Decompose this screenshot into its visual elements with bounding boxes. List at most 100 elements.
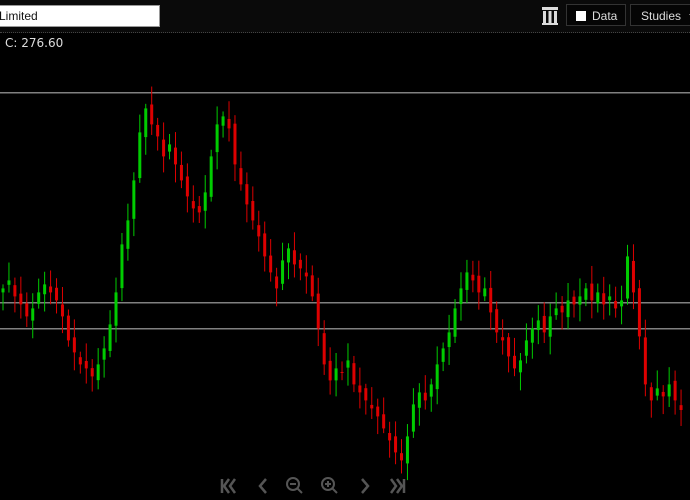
prev-button[interactable] <box>253 476 273 498</box>
candle <box>495 301 499 343</box>
candle <box>292 232 296 278</box>
next-button[interactable] <box>355 476 375 498</box>
candle <box>530 317 534 359</box>
candle <box>251 186 255 230</box>
zoom-in-icon <box>321 477 338 494</box>
candle <box>536 305 540 345</box>
candle <box>162 122 166 173</box>
candle <box>138 114 142 183</box>
candle <box>429 378 433 412</box>
candle <box>43 271 47 312</box>
candle <box>518 353 522 391</box>
candle <box>590 265 594 319</box>
last-page-button[interactable] <box>387 476 407 498</box>
data-toggle-button[interactable]: Data <box>566 4 626 26</box>
candle <box>322 320 326 375</box>
candle <box>239 151 243 191</box>
candle <box>542 302 546 343</box>
candle <box>649 382 653 418</box>
candle <box>334 352 338 397</box>
candle <box>423 375 427 410</box>
candle <box>179 151 183 189</box>
candle <box>19 276 23 319</box>
candle <box>49 270 53 305</box>
candle <box>263 221 267 272</box>
zoom-out-button[interactable] <box>285 476 305 498</box>
candle <box>1 284 5 311</box>
candle <box>477 260 481 310</box>
candle <box>197 196 201 223</box>
candle <box>620 285 624 325</box>
candle <box>227 101 231 142</box>
candle <box>275 267 279 307</box>
candle <box>405 424 409 481</box>
candle <box>150 86 154 135</box>
candle <box>435 346 439 405</box>
candle <box>209 149 213 202</box>
candle <box>13 277 17 313</box>
candle <box>310 265 314 302</box>
candle <box>637 279 641 350</box>
candle <box>483 277 487 302</box>
candle <box>96 348 100 390</box>
candle <box>168 133 172 160</box>
candle <box>37 278 41 309</box>
candle <box>370 387 374 419</box>
candle <box>584 283 588 307</box>
candle <box>7 262 11 293</box>
candle <box>358 367 362 409</box>
first-page-button[interactable] <box>219 476 239 498</box>
candle <box>631 244 635 310</box>
zoom-out-icon <box>286 477 303 494</box>
candle <box>524 323 528 364</box>
toolbar: Limited Data Studies <box>0 0 690 33</box>
prev-icon <box>258 478 267 494</box>
last-page-icon <box>389 478 406 494</box>
candle <box>340 361 344 381</box>
candle <box>126 203 130 261</box>
candle <box>120 232 124 302</box>
symbol-search-input[interactable]: Limited <box>0 5 160 27</box>
candle <box>596 283 600 313</box>
candle <box>376 398 380 435</box>
candle <box>346 343 350 386</box>
candle <box>185 163 189 213</box>
trash-columns-icon[interactable] <box>541 6 559 26</box>
candle <box>233 115 237 182</box>
candle <box>215 106 219 170</box>
candle <box>614 286 618 318</box>
candle <box>400 439 404 474</box>
candle <box>221 111 225 138</box>
candle <box>72 319 76 371</box>
candle <box>102 336 106 378</box>
candle <box>304 255 308 294</box>
candle <box>269 239 273 282</box>
candle <box>679 389 683 426</box>
candle <box>417 383 421 426</box>
candle <box>60 287 64 334</box>
candle <box>108 310 112 358</box>
candle <box>114 277 118 343</box>
candle <box>655 370 659 401</box>
studies-label: Studies <box>641 9 682 23</box>
ohlc-readout: C: 276.60 <box>5 36 64 50</box>
studies-dropdown[interactable]: Studies <box>630 4 690 26</box>
candle <box>507 333 511 373</box>
candle <box>548 303 552 355</box>
zoom-in-button[interactable] <box>320 476 340 498</box>
candle <box>411 388 415 438</box>
candle <box>298 253 302 281</box>
candle <box>608 284 612 316</box>
candle <box>173 132 177 183</box>
candle <box>364 383 368 415</box>
candle <box>566 282 570 329</box>
candle <box>352 355 356 393</box>
candle <box>84 343 88 384</box>
candle <box>31 293 35 339</box>
candle <box>554 292 558 320</box>
candle <box>156 117 160 151</box>
candle <box>667 367 671 407</box>
candle <box>602 276 606 320</box>
search-value: Limited <box>0 9 38 23</box>
